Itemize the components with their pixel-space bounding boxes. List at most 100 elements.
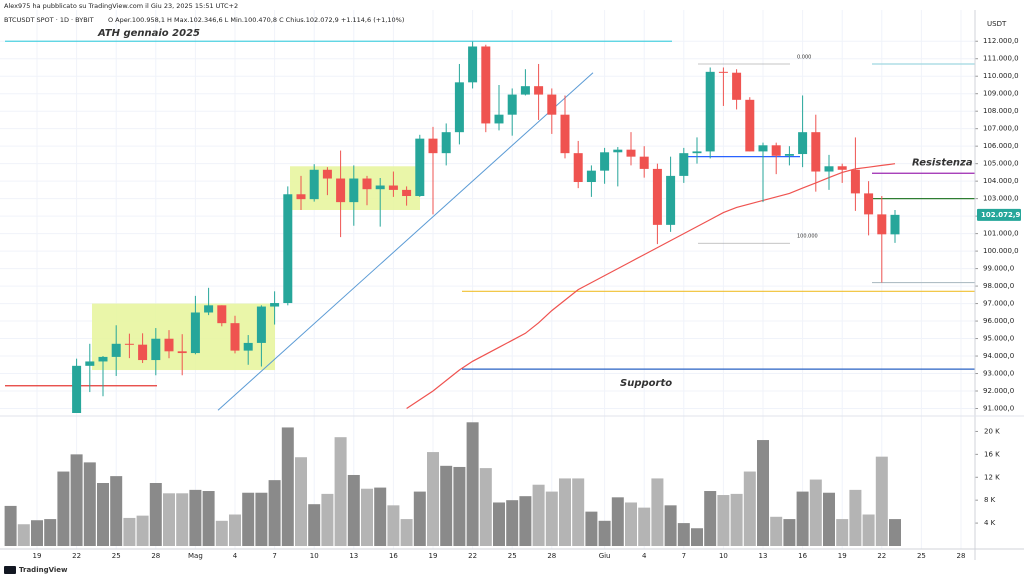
volume-bar — [308, 504, 321, 546]
x-tick-label: 7 — [272, 552, 276, 560]
volume-bar — [796, 491, 809, 546]
volume-bar — [400, 519, 413, 546]
volume-bar — [545, 491, 558, 546]
y-tick-label: 111.000,0 — [983, 55, 1019, 63]
volume-bar — [334, 437, 347, 546]
volume-bar — [387, 505, 400, 546]
x-tick-label: 28 — [151, 552, 160, 560]
volume-bar — [757, 440, 769, 546]
candle-body — [243, 342, 253, 351]
candle-body — [877, 214, 887, 235]
y-tick-label: 95.000,0 — [983, 335, 1014, 343]
candle-body — [864, 193, 874, 215]
volume-bar — [479, 468, 492, 546]
volume-bar — [743, 471, 756, 546]
volume-bar — [770, 516, 783, 546]
candle-body — [428, 138, 438, 154]
volume-tick-label: 20 K — [984, 427, 1000, 435]
x-tick-label: Giu — [599, 552, 611, 560]
candle-body — [256, 306, 266, 343]
volume-bar — [559, 478, 571, 546]
candle-body — [362, 178, 372, 190]
volume-bar — [836, 519, 849, 546]
x-tick-label: 28 — [547, 552, 556, 560]
candle-body — [177, 351, 187, 354]
volume-bar — [585, 511, 598, 546]
volume-bar — [532, 484, 545, 546]
candle-body — [784, 154, 794, 156]
volume-bar — [598, 520, 611, 546]
y-tick-label: 110.000,0 — [983, 72, 1019, 80]
candle-body — [72, 365, 82, 413]
candle-body — [534, 86, 544, 95]
volume-bar — [651, 478, 664, 546]
volume-bar — [123, 517, 136, 546]
y-tick-label: 97.000,0 — [983, 300, 1014, 308]
volume-bar — [440, 465, 453, 546]
volume-bar — [31, 520, 43, 546]
volume-bar — [242, 492, 255, 546]
candle-body — [824, 166, 834, 172]
volume-bar — [493, 502, 505, 546]
volume-bar — [453, 466, 466, 546]
x-tick-label: 22 — [72, 552, 81, 560]
y-tick-label: 108.000,0 — [983, 107, 1019, 115]
volume-bar — [97, 483, 109, 546]
volume-bar — [638, 507, 651, 546]
x-tick-label: 13 — [349, 552, 358, 560]
volume-bar — [347, 474, 360, 546]
candle-body — [230, 323, 240, 351]
candle-body — [850, 169, 860, 194]
fib-label: 0.000 — [797, 54, 811, 60]
axis-unit: USDT — [987, 20, 1007, 28]
candle-body — [309, 169, 319, 200]
y-tick-label: 109.000,0 — [983, 90, 1019, 98]
candle-body — [626, 149, 636, 157]
candle-body — [586, 170, 596, 183]
volume-bar — [281, 427, 294, 546]
y-tick-label: 101.000,0 — [983, 230, 1019, 238]
candle-body — [600, 152, 610, 171]
level-label: ATH gennaio 2025 — [97, 28, 200, 39]
trendline — [217, 72, 594, 411]
candle-body — [322, 169, 332, 179]
highlight-box — [92, 303, 275, 371]
last-price-label: 102.072,9 — [981, 211, 1021, 219]
volume-bar — [572, 478, 585, 546]
y-tick-label: 105.000,0 — [983, 160, 1019, 168]
candle-body — [296, 194, 306, 200]
volume-bar — [875, 456, 888, 546]
published: Alex975 ha pubblicato su TradingView.com… — [4, 2, 238, 10]
y-tick-label: 100.000,0 — [983, 247, 1019, 255]
candle-body — [666, 175, 676, 225]
volume-bar — [44, 519, 57, 546]
y-tick-label: 96.000,0 — [983, 317, 1014, 325]
y-tick-label: 107.000,0 — [983, 125, 1019, 133]
y-tick-label: 104.000,0 — [983, 177, 1019, 185]
candle-body — [560, 114, 570, 154]
candle-body — [111, 343, 121, 357]
candle-body — [468, 46, 478, 83]
x-tick-label: 25 — [917, 552, 926, 560]
x-tick-label: 25 — [112, 552, 121, 560]
candle-body — [138, 344, 148, 361]
candle-body — [481, 46, 491, 124]
volume-tick-label: 16 K — [984, 450, 1000, 458]
candle-body — [547, 94, 557, 115]
x-tick-label: 25 — [508, 552, 517, 560]
candle-body — [204, 305, 214, 313]
candle-body — [692, 151, 702, 154]
candle-body — [402, 189, 412, 197]
volume-bar — [611, 497, 624, 546]
y-tick-label: 92.000,0 — [983, 387, 1014, 395]
volume-bar — [57, 471, 70, 546]
volume-bar — [374, 487, 387, 546]
candle-body — [270, 303, 280, 307]
candle-body — [494, 114, 504, 124]
volume-bar — [849, 489, 862, 546]
candle-body — [705, 71, 715, 152]
x-tick-label: 28 — [957, 552, 966, 560]
candle-body — [164, 338, 174, 352]
volume-bar — [889, 519, 901, 546]
logo — [4, 566, 16, 574]
